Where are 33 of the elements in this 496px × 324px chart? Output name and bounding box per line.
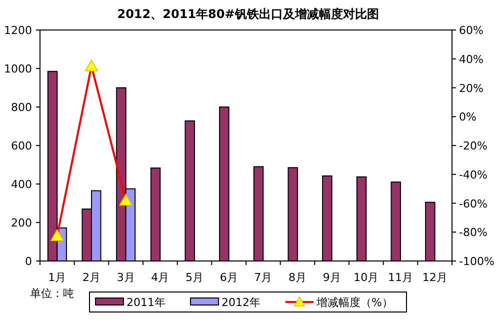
legend-label: 增减幅度（%） [316, 296, 393, 309]
text: 单位：吨 [30, 287, 74, 300]
y2-tick-label: -100% [459, 255, 494, 268]
y2-tick-label: 60% [459, 24, 484, 37]
legend-label: 2011年 [126, 296, 166, 309]
x-tick-label: 2月 [82, 271, 100, 284]
y2-tick-label: 0% [459, 110, 476, 124]
x-tick-label: 11月 [388, 271, 413, 284]
x-tick-label: 12月 [422, 271, 448, 284]
y-tick-label: 800 [11, 101, 32, 114]
x-tick-label: 6月 [220, 271, 238, 284]
y2-tick-label: -80% [459, 226, 488, 240]
y2-tick-label: -60% [459, 197, 488, 210]
x-tick-label: 5月 [186, 271, 204, 284]
x-tick-label: 1月 [48, 271, 66, 284]
x-tick-label: 9月 [322, 271, 341, 284]
y-tick-label: 600 [11, 140, 32, 152]
x-tick-label: 10月 [354, 271, 379, 284]
y-tick-label: 1200 [4, 24, 32, 37]
y-tick-label: 1000 [4, 62, 32, 76]
y-tick-label: 400 [11, 178, 32, 191]
x-tick-label: 7月 [254, 271, 272, 284]
x-tick-label: 4月 [151, 271, 170, 284]
y2-tick-label: 40% [459, 52, 484, 66]
y-tick-label: 0 [25, 255, 32, 268]
y-tick-label: 200 [11, 216, 32, 230]
x-tick-label: 8月 [288, 271, 306, 284]
legend-label: 2012年 [222, 296, 260, 309]
x-tick-label: 3月 [116, 271, 135, 284]
chart-title: 2012、2011年80#钒铁出口及增减幅度对比图 [117, 7, 379, 21]
y2-tick-label: 20% [459, 82, 484, 95]
y2-tick-label: -20% [459, 140, 488, 152]
y2-tick-label: -40% [459, 168, 488, 182]
